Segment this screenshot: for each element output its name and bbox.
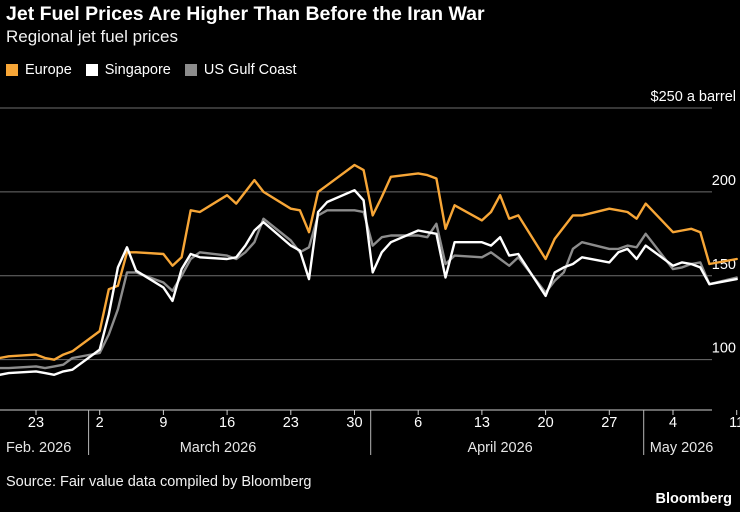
series-line-europe (0, 163, 738, 361)
y-tick-label: $250 a barrel (651, 89, 736, 105)
legend-item-singapore: Singapore (85, 62, 171, 78)
month-label: May 2026 (650, 440, 714, 456)
legend: Europe Singapore US Gulf Coast (6, 61, 311, 79)
y-tick-label: 100 (712, 341, 736, 357)
legend-swatch-singapore (85, 64, 98, 76)
x-tick-label: 2 (96, 415, 104, 431)
x-axis: 23 2 9 16 23 30 6 13 20 27 4 11 Feb. 2026 March 2026 A… (0, 409, 740, 456)
legend-label-singapore: Singapore (104, 62, 171, 78)
x-tick-label: 23 (283, 415, 299, 431)
brand-logo: Bloomberg (655, 491, 732, 507)
month-label: April 2026 (467, 440, 532, 456)
legend-swatch-europe (6, 64, 18, 76)
x-tick-label: 6 (414, 415, 422, 431)
x-tick-label: 11 (729, 415, 740, 431)
month-label: Feb. 2026 (6, 440, 71, 456)
series-lines (0, 163, 738, 376)
legend-item-europe: Europe (6, 62, 72, 78)
x-tick-label: 9 (159, 415, 167, 431)
x-tick-label: 30 (346, 415, 362, 431)
legend-item-us-gulf-coast: US Gulf Coast (184, 62, 297, 78)
x-tick-label: 13 (474, 415, 490, 431)
x-tick-label: 27 (601, 415, 617, 431)
y-tick-label: 200 (712, 173, 736, 189)
x-tick-label: 16 (219, 415, 235, 431)
legend-swatch-us-gulf-coast (184, 64, 197, 76)
chart-subtitle: Regional jet fuel prices (6, 27, 178, 46)
source-note: Source: Fair value data compiled by Bloo… (6, 474, 312, 490)
chart-title: Jet Fuel Prices Are Higher Than Before t… (6, 3, 485, 25)
legend-label-europe: Europe (25, 62, 72, 78)
month-label: March 2026 (180, 440, 257, 456)
x-tick-label: 23 (28, 415, 44, 431)
legend-label-us-gulf-coast: US Gulf Coast (203, 62, 297, 78)
x-tick-label: 20 (538, 415, 554, 431)
x-tick-label: 4 (669, 415, 677, 431)
series-line-singapore (0, 188, 738, 376)
